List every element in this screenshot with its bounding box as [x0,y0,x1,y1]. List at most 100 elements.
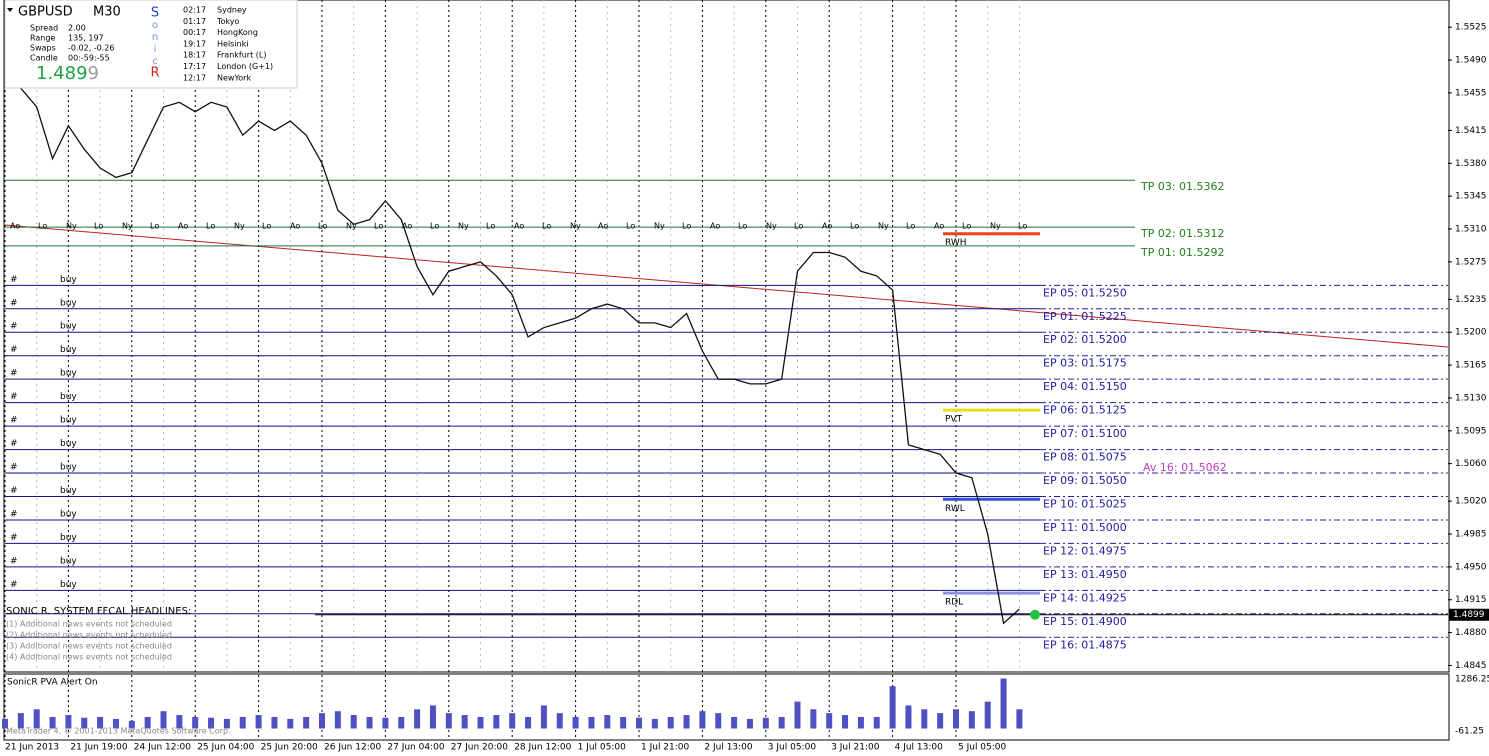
x-tick-label: 25 Jun 20:00 [261,743,318,753]
volume-bar [144,716,151,729]
y-tick-label: 1.4985 [1455,530,1487,540]
volume-tick-label: -61.25 [1455,726,1484,736]
clock-city: NewYork [217,73,251,82]
session-marker: Ao [822,222,832,231]
volume-bar [746,718,753,729]
volume-bar [160,711,167,729]
order-id: # [10,322,18,332]
session-marker: Ny [766,222,777,231]
y-tick-label: 1.5380 [1455,159,1487,169]
panel-timeframe: M30 [93,5,121,20]
panel-price: 1.4899 [36,63,99,84]
clock-city: Tokyo [216,17,240,26]
panel-key: Range [30,34,55,43]
entry-label: EP 12: 01.4975 [1043,544,1127,557]
volume-bar [588,716,595,729]
volume-bar [81,717,88,729]
volume-bar [731,716,738,729]
order-id: # [10,439,18,449]
volume-bar [445,713,452,729]
clock-city: Helsinki [217,39,248,48]
volume-bar [572,716,579,729]
y-tick-label: 1.5200 [1455,328,1487,338]
y-tick-label: 1.5020 [1455,497,1487,507]
order-id: # [10,580,18,590]
y-tick-label: 1.5525 [1455,23,1487,33]
volume-bar [715,713,722,729]
marker-label: PVT [945,415,963,425]
x-tick-label: 3 Jul 21:00 [831,743,880,753]
volume-bar [604,715,611,729]
volume-bar [842,715,849,729]
entry-label: EP 05: 01.5250 [1043,286,1127,299]
y-tick-label: 1.4845 [1455,661,1487,671]
volume-bar [398,716,405,729]
entry-label: EP 11: 01.5000 [1043,521,1127,534]
x-tick-label: 26 Jun 12:00 [324,743,381,753]
session-marker: Ao [402,222,412,231]
y-tick-label: 1.5275 [1455,257,1487,267]
session-marker: Ny [234,222,245,231]
volume-bar [461,715,468,729]
volume-bar [937,713,944,729]
session-marker: Ny [346,222,357,231]
x-tick-label: 1 Jul 21:00 [641,743,690,753]
session-marker: Lo [682,222,691,231]
volume-bar [303,716,310,729]
volume-bar [350,715,357,729]
y-tick-label: 1.5455 [1455,88,1487,98]
order-id: # [10,369,18,379]
session-marker: Lo [318,222,327,231]
volume-bar [873,716,880,729]
y-tick-label: 1.5095 [1455,426,1487,436]
volume-bar [699,711,706,729]
session-marker: Ao [934,222,944,231]
order-id: # [10,416,18,426]
entry-label: EP 03: 01.5175 [1043,357,1127,370]
volume-bar [651,718,658,729]
brand-letter: i [154,44,157,55]
entry-label: EP 14: 01.4925 [1043,591,1127,604]
headline: (4) Additional news events not scheduled [6,653,172,662]
volume-bar [683,715,690,729]
order-side: buy [60,322,77,332]
panel-key: Candle [30,54,58,63]
volume-bar [953,709,959,729]
marker-label: RWL [945,504,965,514]
volume-bar [128,720,135,729]
session-marker: Ny [122,222,133,231]
entry-label: EP 16: 01.4875 [1043,638,1127,651]
session-marker: Lo [850,222,859,231]
volume-bar [667,716,674,729]
session-marker: Ny [654,222,665,231]
entry-label: EP 02: 01.5200 [1043,333,1127,346]
volume-bar [112,718,119,729]
volume-bar [1000,678,1007,729]
entry-label: EP 08: 01.5075 [1043,451,1127,464]
session-marker: Lo [542,222,551,231]
volume-bar [889,686,896,729]
volume-bar [762,717,769,729]
session-marker: Lo [38,222,47,231]
order-id: # [10,486,18,496]
y-tick-label: 1.5060 [1455,459,1487,469]
info-panel [4,0,298,89]
volume-bar [65,715,72,729]
marker-label: RDL [945,598,963,608]
last-price-label: 1.4899 [1453,610,1485,620]
y-tick-label: 1.5235 [1455,295,1487,305]
volume-bar [17,713,24,729]
x-tick-label: 1 Jul 05:00 [578,743,627,753]
panel-arrow [7,8,13,12]
session-marker: Lo [430,222,439,231]
order-side: buy [60,463,77,473]
entry-label: EP 13: 01.4950 [1043,568,1127,581]
target-label: TP 03: 01.5362 [1140,180,1225,193]
panel-value: 2.00 [68,24,86,33]
volume-tick-label: 1286.25 [1455,675,1489,685]
volume-bar [493,715,500,729]
volume-bar [49,716,56,729]
headline: (1) Additional news events not scheduled [6,620,172,629]
headline: (2) Additional news events not scheduled [6,631,172,640]
